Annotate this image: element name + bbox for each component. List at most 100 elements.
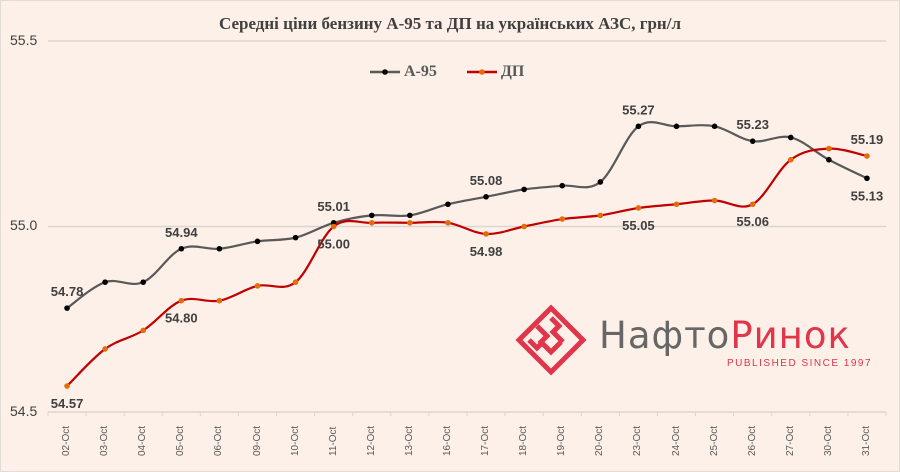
data-point-dp <box>178 297 185 304</box>
logo-wordmark-part1: Нафто <box>599 314 731 357</box>
x-tick-label: 20-Oct <box>594 425 606 456</box>
data-point-a95 <box>749 138 756 144</box>
data-point-a95 <box>826 156 832 163</box>
data-point-dp <box>254 283 261 289</box>
x-tick-label: 04-Oct <box>137 425 149 456</box>
data-point-a95 <box>254 238 261 245</box>
legend-item-a95[interactable]: А-95 <box>370 63 437 81</box>
data-point-dp <box>521 223 527 230</box>
legend-label-dp: ДП <box>500 63 525 80</box>
data-point-a95 <box>864 175 870 182</box>
data-label: 54.98 <box>470 244 503 259</box>
data-point-a95 <box>521 186 527 193</box>
data-label: 55.08 <box>470 173 503 188</box>
x-tick-label: 09-Oct <box>251 425 263 456</box>
x-tick-label: 10-Oct <box>289 425 301 456</box>
data-point-a95 <box>102 279 108 285</box>
data-label: 54.80 <box>165 311 198 326</box>
x-tick-label: 27-Oct <box>784 425 796 456</box>
data-point-dp <box>787 156 794 163</box>
logo-emblem-icon <box>515 304 587 376</box>
series-line-a95 <box>66 121 868 310</box>
x-tick-label: 17-Oct <box>480 425 492 456</box>
data-point-a95 <box>711 123 718 130</box>
data-point-dp <box>216 297 223 304</box>
data-label: 55.00 <box>317 237 350 252</box>
data-point-a95 <box>368 212 375 219</box>
data-point-dp <box>330 223 337 230</box>
data-point-dp <box>749 201 756 208</box>
x-tick-label: 16-Oct <box>441 425 453 456</box>
data-point-a95 <box>64 305 70 311</box>
data-point-a95 <box>483 194 489 200</box>
data-point-a95 <box>635 123 642 130</box>
x-tick-label: 03-Oct <box>99 425 111 456</box>
data-point-dp <box>64 383 70 389</box>
legend-label-a95: А-95 <box>404 63 437 80</box>
data-point-a95 <box>140 279 147 285</box>
legend-line-marker-a95 <box>370 69 400 75</box>
y-tick-label: 55.0 <box>10 217 38 233</box>
data-point-dp <box>597 212 604 219</box>
data-point-a95 <box>216 245 223 252</box>
data-point-a95 <box>292 234 299 241</box>
legend-line-marker-dp <box>466 69 497 75</box>
data-point-dp <box>559 216 566 222</box>
data-label: 55.06 <box>736 214 769 229</box>
y-tick-label: 55.5 <box>10 32 38 48</box>
logo-tagline: PUBLISHED SINCE 1997 <box>727 358 873 369</box>
data-label: 55.13 <box>851 188 884 203</box>
data-label: 55.01 <box>317 199 350 214</box>
logo-wordmark-part2: Ринок <box>730 314 851 357</box>
data-point-dp <box>102 346 108 352</box>
x-tick-label: 24-Oct <box>670 425 682 456</box>
data-label: 54.78 <box>51 284 84 299</box>
x-tick-label: 11-Oct <box>327 426 339 456</box>
data-label: 55.19 <box>851 132 884 147</box>
series-line-dp <box>66 147 868 387</box>
chart-title: Середні ціни бензину А-95 та ДП на украї… <box>218 14 681 33</box>
data-point-dp <box>292 279 299 285</box>
data-point-a95 <box>445 201 451 208</box>
data-point-dp <box>635 205 642 211</box>
data-point-dp <box>711 197 718 204</box>
data-point-dp <box>673 201 680 208</box>
y-tick-label: 54.5 <box>10 403 38 419</box>
data-point-a95 <box>673 123 680 130</box>
nafto-rynok-logo: НафтоРинок PUBLISHED SINCE 1997 <box>515 304 895 376</box>
x-tick-label: 26-Oct <box>746 425 758 456</box>
data-point-a95 <box>597 179 604 185</box>
x-tick-label: 05-Oct <box>175 425 187 456</box>
x-tick-label: 06-Oct <box>213 425 225 456</box>
data-label: 54.57 <box>51 396 84 411</box>
data-label: 55.23 <box>736 117 769 132</box>
logo-wordmark: НафтоРинок <box>599 314 851 357</box>
data-point-dp <box>445 219 451 226</box>
legend-item-dp[interactable]: ДП <box>466 63 525 81</box>
data-point-a95 <box>407 212 413 219</box>
data-point-a95 <box>178 245 185 252</box>
x-tick-label: 19-Oct <box>556 425 568 456</box>
x-tick-label: 13-Oct <box>403 425 415 456</box>
x-tick-label: 02-Oct <box>61 425 73 456</box>
x-tick-label: 31-Oct <box>860 425 872 456</box>
x-tick-label: 23-Oct <box>632 425 644 456</box>
x-tick-label: 12-Oct <box>365 425 377 456</box>
legend: А-95 ДП <box>370 63 524 81</box>
data-point-dp <box>864 153 870 159</box>
data-point-dp <box>407 219 413 226</box>
x-tick-label: 18-Oct <box>518 425 530 456</box>
data-label: 54.94 <box>165 225 198 240</box>
x-tick-label: 30-Oct <box>822 425 834 456</box>
data-point-dp <box>483 231 489 237</box>
data-point-dp <box>826 145 832 152</box>
data-point-a95 <box>559 182 566 189</box>
data-point-dp <box>140 327 147 334</box>
x-tick-label: 25-Oct <box>708 425 720 456</box>
data-label: 55.05 <box>622 218 655 233</box>
data-point-a95 <box>787 134 794 141</box>
data-label: 55.27 <box>622 102 655 117</box>
data-point-dp <box>368 219 375 226</box>
